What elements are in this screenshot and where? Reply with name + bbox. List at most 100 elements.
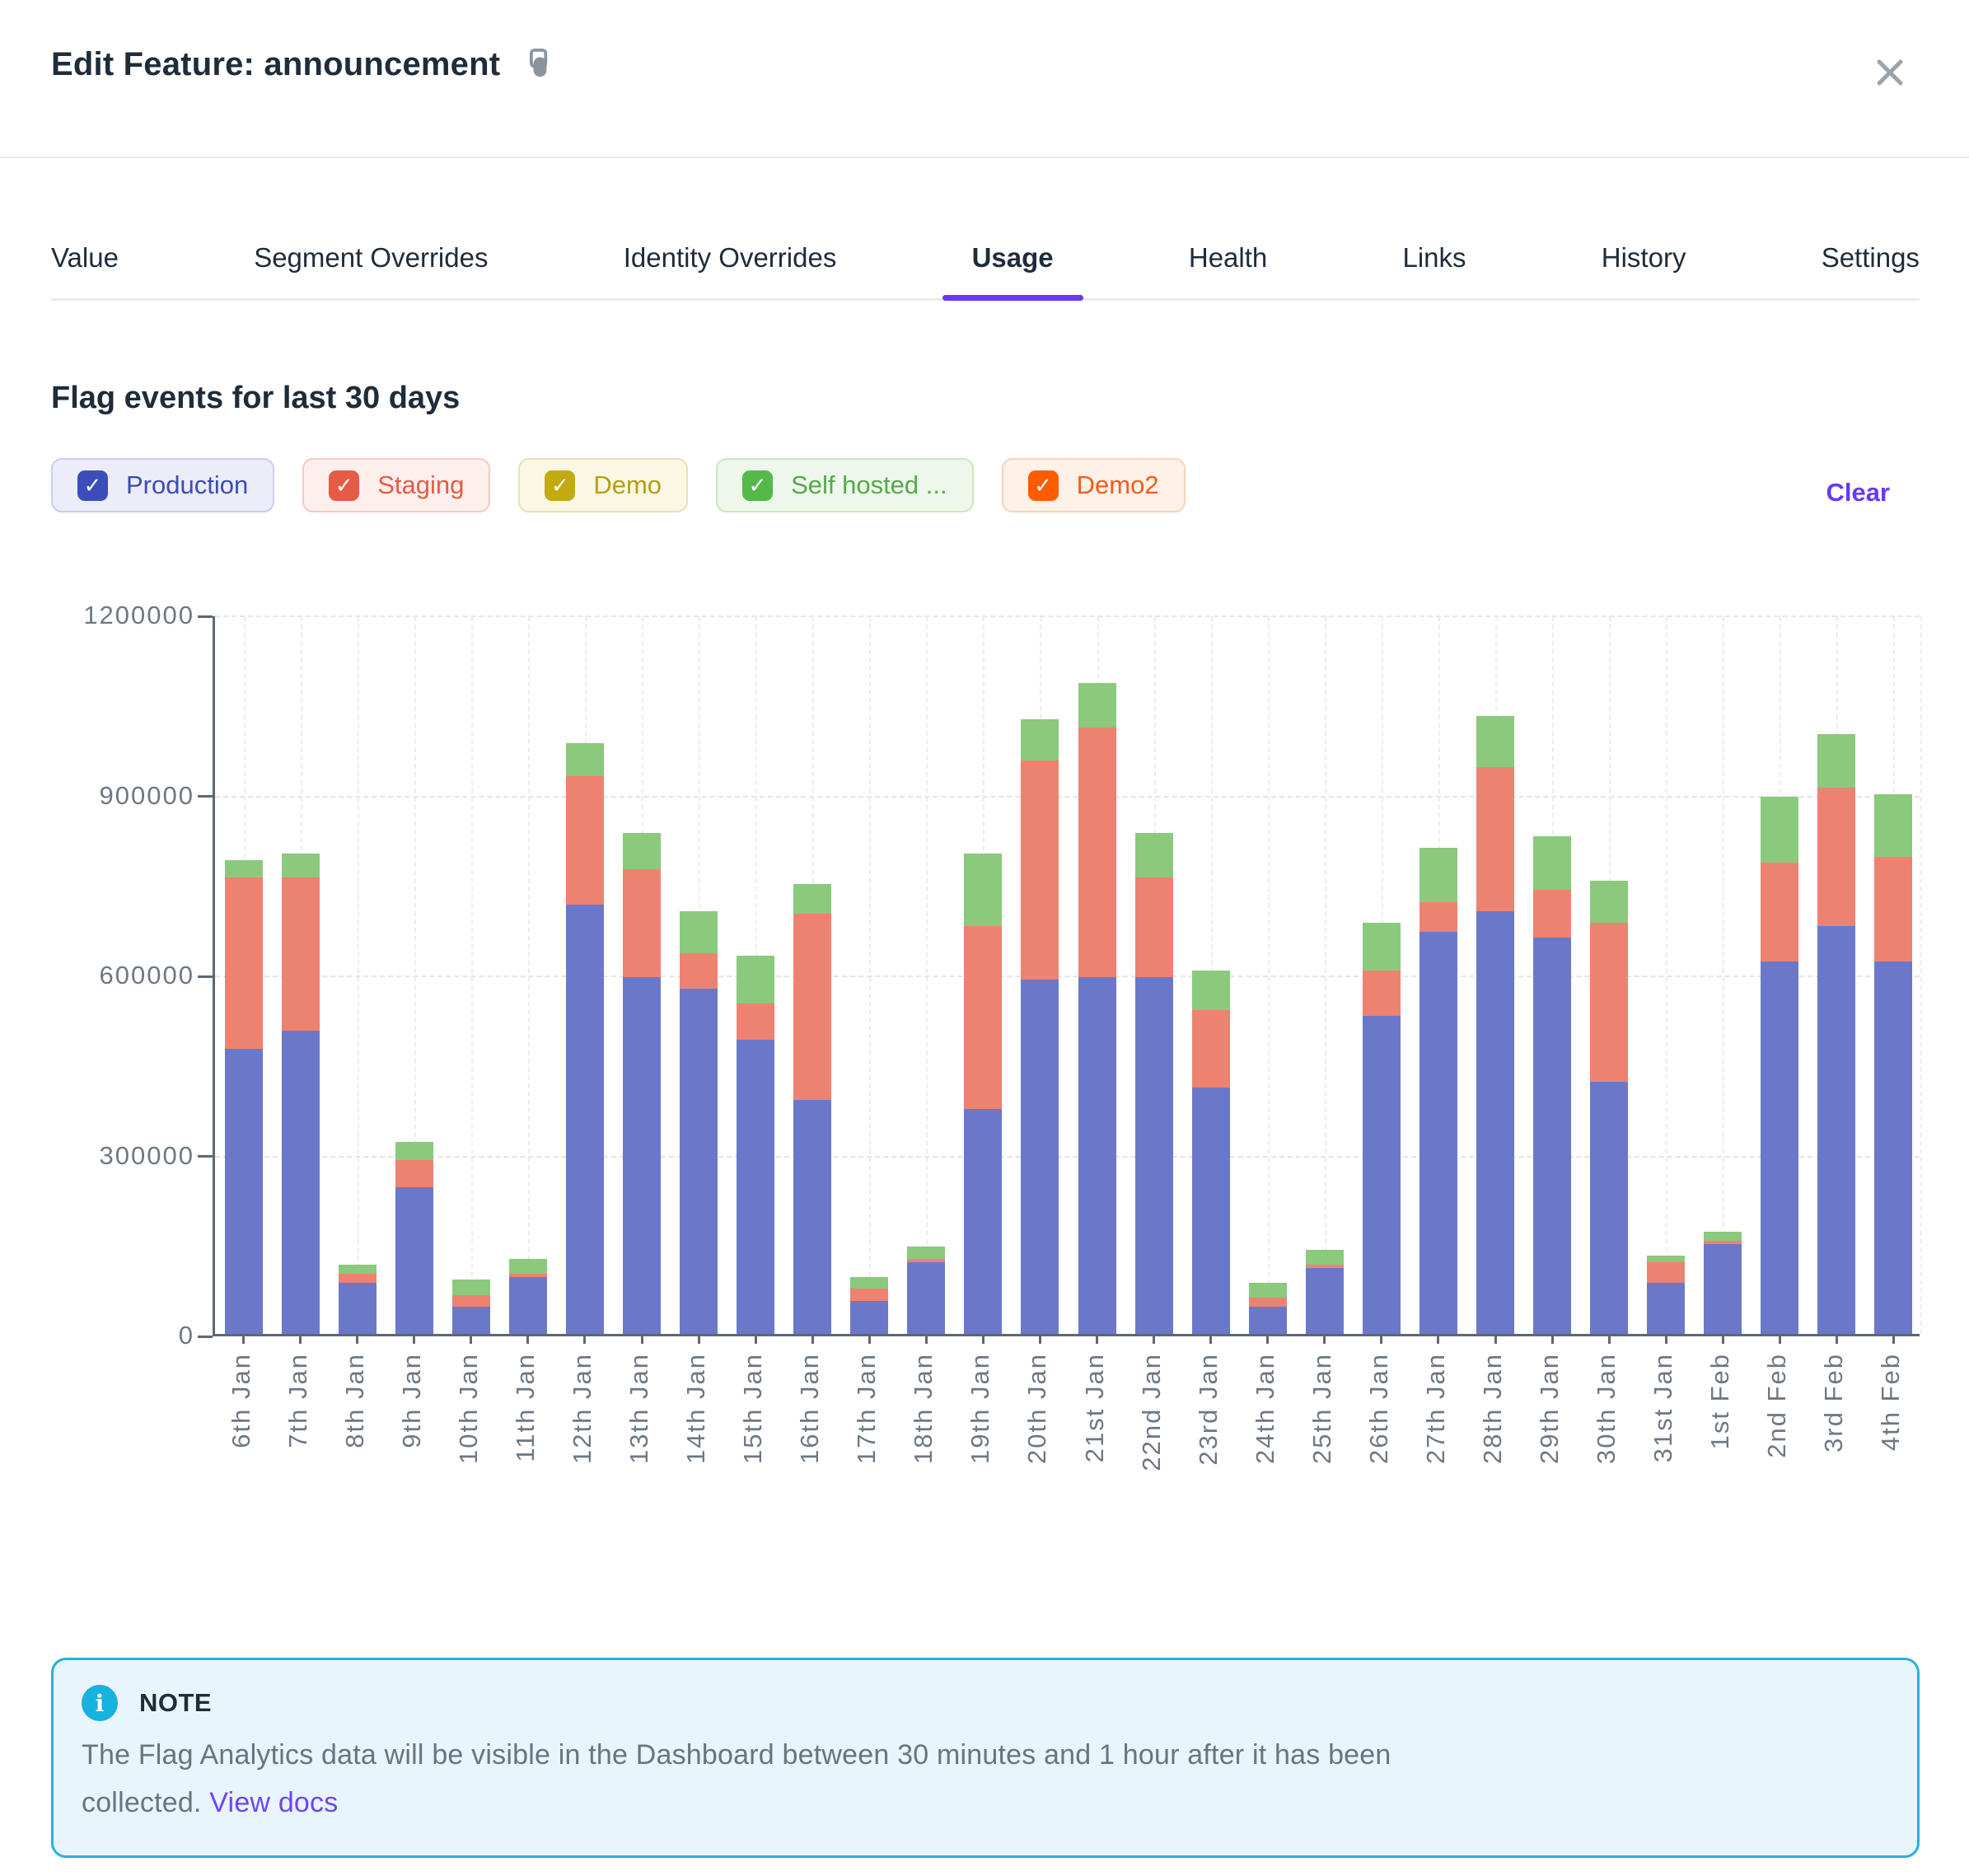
bar-segment-staging — [1817, 788, 1856, 926]
tab-identity-overrides[interactable]: Identity Overrides — [624, 224, 837, 298]
copy-feature-name-button[interactable] — [521, 48, 553, 82]
gridline-v — [869, 616, 872, 1334]
tab-settings[interactable]: Settings — [1822, 224, 1920, 298]
bar-segment-self-hosted — [680, 910, 718, 953]
bar-segment-self-hosted — [1021, 718, 1059, 761]
x-axis-tick — [1153, 1334, 1156, 1344]
bar-segment-production — [623, 976, 661, 1334]
bar-27th-jan — [1419, 848, 1457, 1334]
note-box: i NOTE The Flag Analytics data will be v… — [51, 1658, 1920, 1858]
checkbox-icon: ✓ — [742, 470, 774, 501]
x-axis-tick — [1209, 1334, 1213, 1344]
bar-segment-self-hosted — [623, 832, 661, 869]
bar-segment-self-hosted — [850, 1276, 889, 1289]
filter-demo2[interactable]: ✓ Demo2 — [1001, 458, 1186, 512]
checkbox-icon: ✓ — [77, 470, 108, 501]
x-axis-tick — [754, 1334, 757, 1344]
bar-4th-feb — [1874, 793, 1913, 1334]
filter-label: Demo — [593, 470, 662, 499]
x-axis-label: 14th Jan — [681, 1353, 711, 1464]
bar-31st-jan — [1647, 1256, 1686, 1334]
filter-staging[interactable]: ✓ Staging — [302, 458, 491, 512]
bar-segment-self-hosted — [1078, 682, 1116, 728]
bar-segment-production — [338, 1283, 376, 1334]
x-axis-tick — [1266, 1334, 1270, 1344]
bar-28th-jan — [1476, 715, 1514, 1334]
bar-2nd-feb — [1761, 797, 1799, 1334]
bar-20th-jan — [1021, 718, 1059, 1334]
x-axis-tick — [697, 1334, 700, 1344]
bar-segment-self-hosted — [338, 1265, 376, 1275]
bar-segment-production — [793, 1099, 832, 1334]
bar-segment-self-hosted — [1362, 923, 1401, 971]
x-axis-label: 29th Jan — [1535, 1353, 1564, 1464]
bar-13th-jan — [623, 832, 661, 1334]
bar-segment-staging — [793, 914, 832, 1100]
y-axis-label: 300000 — [99, 1140, 194, 1170]
bar-segment-staging — [850, 1289, 889, 1301]
note-header: i NOTE — [82, 1685, 1889, 1721]
bar-segment-production — [1362, 1015, 1401, 1334]
bar-segment-self-hosted — [1305, 1250, 1344, 1265]
view-docs-link[interactable]: View docs — [209, 1787, 339, 1819]
bar-segment-staging — [1078, 727, 1116, 977]
x-axis-tick — [470, 1334, 473, 1344]
info-icon: i — [82, 1685, 118, 1721]
bar-segment-self-hosted — [1817, 733, 1856, 788]
x-axis-label: 24th Jan — [1250, 1353, 1279, 1464]
close-button[interactable] — [1868, 51, 1911, 96]
tab-health[interactable]: Health — [1189, 224, 1267, 298]
x-axis-label: 30th Jan — [1592, 1353, 1621, 1464]
bar-segment-production — [1191, 1088, 1230, 1334]
y-axis-tick — [198, 615, 213, 618]
bar-segment-self-hosted — [1419, 848, 1457, 902]
gridline-v — [357, 616, 359, 1334]
bar-segment-production — [1419, 932, 1457, 1334]
bar-29th-jan — [1533, 835, 1572, 1334]
x-axis-label: 3rd Feb — [1819, 1353, 1849, 1453]
y-axis-tick — [198, 795, 213, 798]
bar-segment-production — [1704, 1243, 1742, 1334]
x-axis-label: 25th Jan — [1307, 1353, 1336, 1464]
y-axis-label: 1200000 — [83, 601, 194, 629]
tab-usage[interactable]: Usage — [942, 224, 1083, 301]
filter-self-hosted[interactable]: ✓ Self hosted ... — [716, 458, 974, 512]
bar-7th-jan — [281, 854, 320, 1334]
y-axis-tick — [198, 975, 213, 978]
header-divider — [0, 157, 1969, 158]
bar-segment-production — [1476, 910, 1514, 1334]
filter-demo[interactable]: ✓ Demo — [518, 458, 689, 512]
tab-links[interactable]: Links — [1402, 224, 1466, 298]
bar-segment-staging — [623, 868, 661, 977]
bar-segment-self-hosted — [395, 1141, 433, 1160]
bar-segment-self-hosted — [793, 883, 832, 915]
bar-19th-jan — [964, 854, 1003, 1334]
bar-segment-production — [1761, 961, 1799, 1334]
bar-segment-production — [1874, 961, 1913, 1334]
bar-segment-production — [907, 1261, 946, 1334]
tab-value[interactable]: Value — [51, 224, 119, 298]
filter-production[interactable]: ✓ Production — [51, 458, 275, 512]
x-axis-tick — [1323, 1334, 1326, 1344]
x-axis-label: 26th Jan — [1363, 1353, 1393, 1464]
tab-segment-overrides[interactable]: Segment Overrides — [254, 224, 488, 298]
bar-14th-jan — [680, 910, 718, 1334]
modal-header: Edit Feature: announcement — [51, 46, 553, 83]
bar-segment-production — [1078, 976, 1116, 1334]
x-axis-label: 2nd Feb — [1762, 1353, 1792, 1458]
x-axis-label: 19th Jan — [966, 1353, 995, 1464]
clear-filters-link[interactable]: Clear — [1826, 478, 1890, 507]
bar-25th-jan — [1305, 1250, 1344, 1334]
bar-segment-staging — [1590, 923, 1629, 1083]
tab-history[interactable]: History — [1602, 224, 1686, 298]
bar-10th-jan — [451, 1280, 490, 1334]
x-axis-tick — [1721, 1334, 1724, 1344]
bar-23rd-jan — [1191, 971, 1230, 1334]
bar-segment-staging — [224, 877, 263, 1050]
filter-label: Demo2 — [1076, 470, 1159, 499]
bar-segment-staging — [451, 1294, 490, 1308]
bar-segment-staging — [508, 1274, 547, 1277]
bar-segment-production — [737, 1040, 775, 1334]
bar-15th-jan — [737, 956, 775, 1334]
